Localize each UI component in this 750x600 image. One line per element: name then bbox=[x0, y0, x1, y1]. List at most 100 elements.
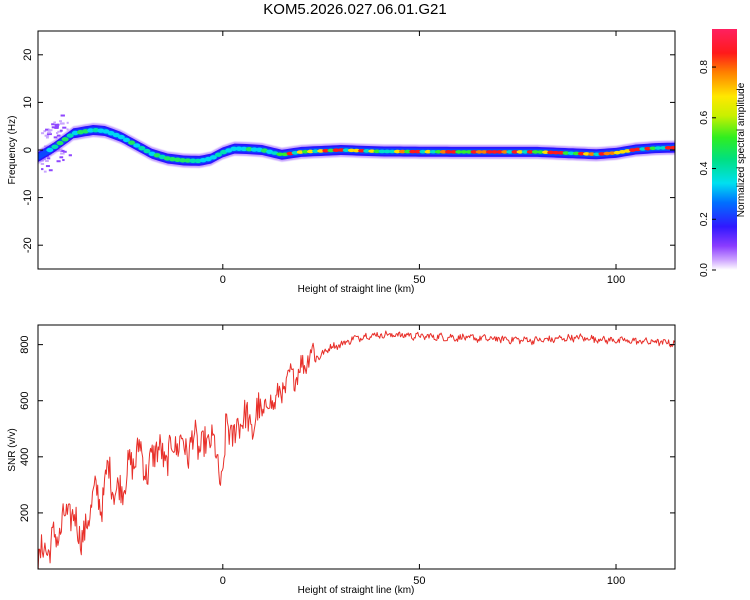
ridge-core-cell bbox=[588, 152, 596, 156]
snr-xtick-label: 50 bbox=[413, 575, 425, 587]
spectrogram-speckle bbox=[43, 130, 47, 133]
ridge-core-cell bbox=[204, 156, 212, 162]
ridge-core-cell bbox=[66, 133, 74, 138]
ridge-core-cell bbox=[531, 150, 539, 154]
ridge-core-cell bbox=[393, 149, 401, 154]
spectrogram-speckle bbox=[59, 156, 64, 159]
spectrogram-speckle bbox=[53, 121, 56, 124]
ridge-core-cell bbox=[189, 158, 197, 163]
ridge-core-cell bbox=[112, 132, 120, 138]
figure-title: KOM5.2026.027.06.01.G21 bbox=[263, 1, 446, 18]
ridge-core-cell bbox=[414, 149, 422, 154]
spectrogram-ytick-label: 0 bbox=[22, 147, 34, 153]
ridge-core-cell bbox=[639, 147, 647, 151]
ridge-core-cell bbox=[276, 152, 284, 157]
ridge-core-cell bbox=[250, 147, 258, 152]
ridge-core-cell bbox=[122, 137, 130, 143]
ridge-core-cell bbox=[214, 152, 222, 157]
ridge-core-cell bbox=[669, 145, 675, 150]
ridge-core-cell bbox=[547, 150, 555, 155]
ridge-core-cell bbox=[312, 149, 320, 154]
ridge-core-cell bbox=[593, 152, 601, 157]
snr-ylabel: SNR (v/v) bbox=[7, 428, 18, 471]
spectrogram-speckle bbox=[56, 123, 60, 126]
ridge-core-cell bbox=[133, 143, 141, 148]
spectrogram-speckle bbox=[45, 165, 50, 168]
spectrogram-speckle bbox=[54, 125, 59, 128]
spectrogram-speckle bbox=[44, 134, 50, 137]
spectrogram-ytick-label: 20 bbox=[22, 49, 34, 61]
ridge-core-cell bbox=[429, 149, 437, 154]
ridge-core-cell bbox=[327, 148, 335, 153]
ridge-core-cell bbox=[306, 149, 314, 154]
spectrogram-speckle bbox=[68, 154, 72, 157]
spectrogram-speckle bbox=[47, 131, 52, 134]
ridge-halo-mid bbox=[38, 126, 675, 165]
snr-ytick-label: 800 bbox=[19, 335, 31, 353]
ridge-core-cell bbox=[383, 149, 391, 154]
ridge-core-cell bbox=[337, 148, 345, 152]
snr-xtick-label: 0 bbox=[220, 575, 226, 587]
ridge-core-cell bbox=[235, 146, 243, 151]
ridge-core-cell bbox=[419, 149, 427, 154]
snr-series-line bbox=[38, 330, 675, 569]
colorbar-tick-label: 0.0 bbox=[699, 263, 710, 277]
spectrogram-speckle bbox=[56, 134, 61, 137]
colorbar-tick-label: 0.6 bbox=[699, 110, 710, 124]
spectrogram-panel: 0 50 100 -20 -10 0 10 20 Height of straight lin… bbox=[7, 30, 676, 295]
ridge-core-cell bbox=[480, 150, 488, 154]
spectrogram-speckle bbox=[40, 162, 45, 165]
ridge-core-cell bbox=[245, 147, 253, 152]
ridge-core-cell bbox=[557, 151, 565, 155]
ridge-core-cell bbox=[107, 131, 115, 136]
colorbar-tick-label: 0.8 bbox=[699, 60, 710, 74]
ridge-core-cell bbox=[460, 150, 468, 154]
spectrogram-speckle bbox=[66, 128, 69, 131]
spectrogram-xtick-label: 50 bbox=[413, 274, 425, 286]
spectrogram-speckle bbox=[45, 128, 50, 131]
ridge-core-cell bbox=[542, 150, 550, 155]
snr-xtick-label: 100 bbox=[607, 575, 625, 587]
ridge-core-cell bbox=[598, 152, 606, 156]
ridge-core-cell bbox=[470, 150, 478, 154]
ridge-core-cell bbox=[562, 151, 570, 155]
ridge-core-cell bbox=[87, 128, 95, 133]
ridge-core-cell bbox=[46, 147, 54, 153]
ridge-core-cell bbox=[572, 151, 580, 156]
spectrogram-xlabel: Height of straight line (km) bbox=[298, 284, 415, 295]
ridge-core-cell bbox=[363, 149, 371, 153]
ridge-core-cell bbox=[424, 149, 432, 154]
ridge-core-cell bbox=[659, 146, 667, 150]
ridge-core-cell bbox=[378, 149, 386, 154]
ridge-core-cell bbox=[347, 148, 355, 153]
ridge-core-cell bbox=[516, 150, 524, 154]
spectrogram-speckle bbox=[66, 121, 69, 124]
ridge-core-cell bbox=[475, 150, 483, 154]
ridge-core-cell bbox=[322, 148, 330, 153]
ridge-core-cell bbox=[445, 150, 453, 154]
ridge-core-cell bbox=[577, 151, 585, 156]
ridge-core-cell bbox=[209, 155, 217, 160]
ridge-core-cell bbox=[404, 149, 412, 154]
ridge-core-cell bbox=[353, 148, 360, 153]
colorbar-label: Normalized spectral amplitude bbox=[736, 82, 747, 217]
ridge-core-cell bbox=[434, 149, 442, 154]
ridge-core-cell bbox=[56, 140, 64, 146]
ridge-core-cell bbox=[92, 128, 100, 133]
ridge-core-cell bbox=[583, 152, 591, 156]
ridge-halo-blue bbox=[38, 125, 675, 166]
ridge-core-cell bbox=[491, 150, 499, 154]
spectrogram-speckle bbox=[51, 123, 55, 126]
ridge-core-cell bbox=[455, 150, 463, 154]
ridge-core-cell bbox=[373, 149, 381, 154]
spectral-ridge bbox=[38, 114, 675, 173]
spectrogram-speckle bbox=[60, 150, 64, 153]
ridge-core-cell bbox=[388, 149, 396, 154]
spectrogram-speckle bbox=[53, 136, 58, 139]
ridge-core-cell bbox=[634, 147, 642, 152]
ridge-core-cell bbox=[184, 158, 192, 163]
ridge-core-cell bbox=[409, 149, 417, 154]
colorbar-tick-label: 0.2 bbox=[699, 212, 710, 226]
ridge-core-cell bbox=[358, 148, 366, 153]
ridge-core-cell bbox=[317, 149, 325, 153]
